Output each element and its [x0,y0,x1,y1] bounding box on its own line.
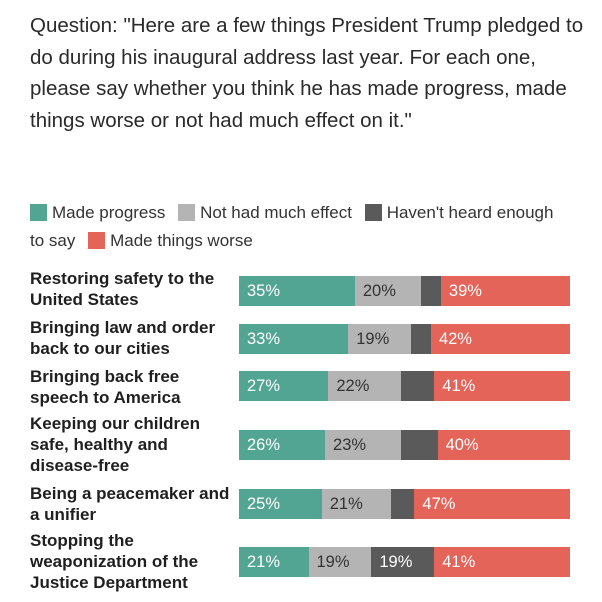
legend-item-made-progress: Made progress [30,203,173,222]
row-label: Bringing law and order back to our citie… [30,318,216,358]
bar-segment-not-had-much-effect: 19% [348,324,412,354]
legend-swatch-made-progress [30,204,47,221]
data-label: 41% [442,377,476,395]
legend-label: Made things worse [110,231,253,250]
stacked-bar: 27% 22% 41% [239,371,570,401]
legend-swatch-havent-heard [364,204,382,221]
bar-segment-made-things-worse: 40% [437,430,570,460]
bar-segment-made-things-worse: 41% [434,547,570,577]
stacked-bar: 25% 21% 47% [239,489,570,519]
bar-segment-not-had-much-effect: 19% [308,547,372,577]
bar-segment-not-had-much-effect: 20% [354,276,422,306]
legend-label: Made progress [52,203,166,222]
data-label: 40% [445,436,479,454]
bar-segment-not-had-much-effect: 22% [328,371,402,401]
bar-segment-made-progress: 25% [239,489,322,519]
bar-segment-haven-t-heard-enough-to-say [391,489,415,519]
bar-segment-not-had-much-effect: 23% [325,430,402,460]
bar-segment-made-things-worse: 39% [440,276,570,306]
stacked-bar: 35% 20% 39% [239,276,570,306]
row-label: Stopping the weaponization of the Justic… [30,531,199,592]
row-label: Restoring safety to the United States [30,269,215,309]
data-label: 20% [362,282,396,300]
bar-segment-made-things-worse: 47% [414,489,570,519]
bar-segment-haven-t-heard-enough-to-say [421,276,441,306]
data-label: 27% [247,377,281,395]
stacked-bar: 21% 19% 19% 41% [239,547,570,577]
survey-question: Question: "Here are a few things Preside… [30,14,584,132]
bar-segment-haven-t-heard-enough-to-say: 19% [371,547,435,577]
bar-segment-haven-t-heard-enough-to-say [401,371,435,401]
data-label: 21% [329,495,363,513]
row-label: Being a peacemaker and a unifier [30,484,230,524]
row-label: Keeping our children safe, healthy and d… [30,414,201,475]
chart-legend: Made progress Not had much effect Haven'… [30,199,570,255]
bar-segment-made-things-worse: 41% [434,371,570,401]
data-label: 19% [379,553,413,571]
data-label: 21% [247,553,281,571]
bar-segment-made-progress: 21% [239,547,309,577]
data-label: 26% [247,436,281,454]
legend-item-made-worse: Made things worse [88,231,261,250]
data-label: 33% [247,330,281,348]
data-label: 23% [333,436,367,454]
stacked-bar: 26% 23% 40% [239,430,570,460]
data-label: 22% [336,377,370,395]
data-label: 19% [316,553,350,571]
legend-swatch-not-much-effect [178,204,196,221]
legend-item-not-much-effect: Not had much effect [178,203,360,222]
legend-label: Not had much effect [200,203,352,222]
bar-segment-made-progress: 26% [239,430,326,460]
legend-item-havent-heard: Haven't heard enough to say [30,203,553,250]
legend-label: Haven't heard enough to say [30,203,554,250]
bar-segment-not-had-much-effect: 21% [321,489,392,519]
row-label: Bringing back free speech to America [30,367,181,407]
bar-segment-made-progress: 35% [239,276,355,306]
bar-segment-made-progress: 27% [239,371,329,401]
bar-segment-made-progress: 33% [239,324,349,354]
data-label: 47% [422,495,456,513]
data-label: 41% [442,553,476,571]
stacked-bar: 33% 19% 42% [239,324,570,354]
bar-segment-haven-t-heard-enough-to-say [411,324,431,354]
data-label: 35% [247,282,281,300]
data-label: 39% [448,282,482,300]
data-label: 42% [438,330,472,348]
bar-segment-made-things-worse: 42% [430,324,570,354]
bar-segment-haven-t-heard-enough-to-say [401,430,438,460]
data-label: 25% [247,495,281,513]
legend-swatch-made-worse [88,232,106,249]
data-label: 19% [356,330,390,348]
